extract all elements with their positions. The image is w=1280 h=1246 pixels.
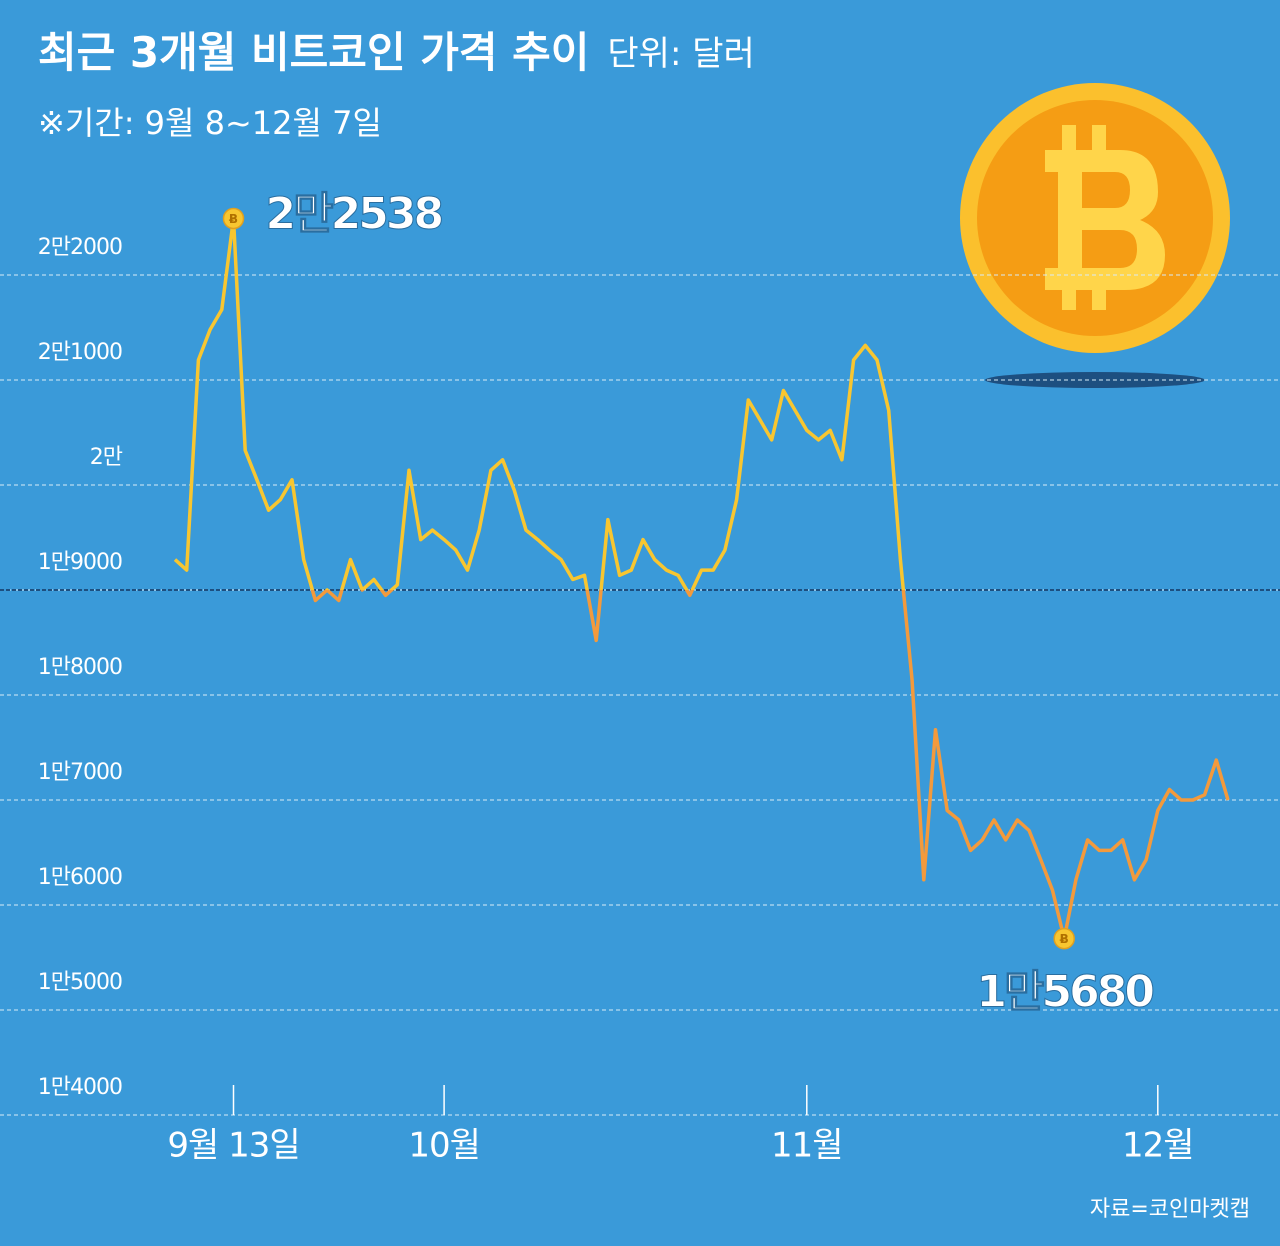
point-marker [1053,927,1075,950]
value-label: 2만2538 [266,189,442,240]
point-marker-symbol: Ƀ [229,212,238,226]
point-marker [222,207,245,230]
y-tick-label: 1만8000 [38,655,122,680]
y-tick-label: 1만6000 [38,865,122,890]
y-tick-label: 1만5000 [38,970,122,995]
source: 자료=코인마켓캡 [1090,1197,1250,1222]
title-text: 최근 3개월 비트코인 가격 추이 [38,28,589,77]
y-tick-label: 1만7000 [38,760,122,785]
chart-title: 최근 3개월 비트코인 가격 추이 단위: 달러 [38,28,755,77]
symbol-bar [1092,125,1106,155]
y-tick-label: 1만4000 [38,1075,122,1100]
x-tick-label: 9월 13일 [167,1126,299,1166]
price-line [173,216,1230,941]
y-tick-label: 2만1000 [38,340,122,365]
y-tick-label: 2만2000 [38,235,122,260]
symbol-b [1045,150,1165,290]
y-tick-label: 2만 [90,445,123,470]
y-tick-label: 1만9000 [38,550,122,575]
subtitle: ※기간: 9월 8~12월 7일 [38,104,382,142]
coin-symbol [1045,125,1165,310]
value-label: 1만5680 [976,967,1153,1018]
unit-text: 단위: 달러 [607,34,754,74]
x-tick-label: 12월 [1122,1126,1194,1166]
symbol-bar [1062,125,1076,155]
bitcoin-icon [960,83,1230,388]
point-marker-symbol: Ƀ [1060,932,1069,946]
x-tick-label: 10월 [408,1126,480,1166]
x-tick-label: 11월 [771,1126,843,1166]
